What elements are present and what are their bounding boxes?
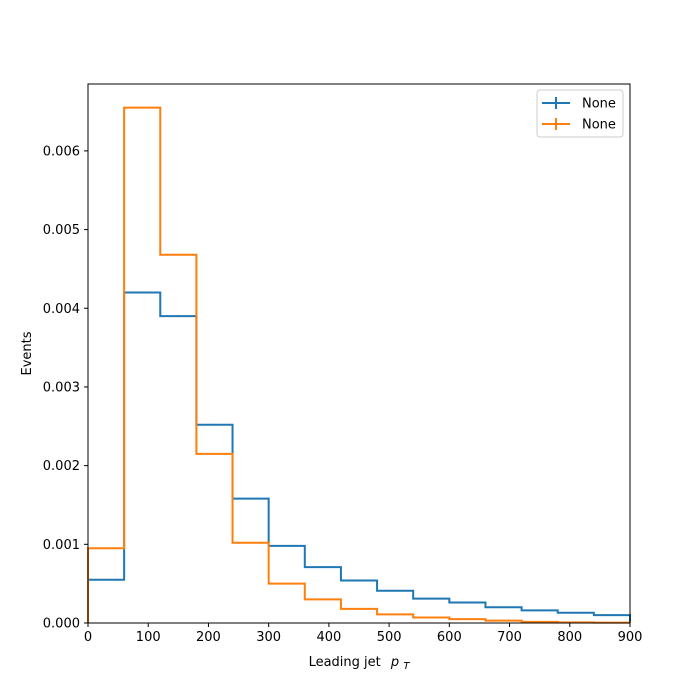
- x-axis-label-symbol: p: [390, 655, 399, 670]
- y-axis-label: Events: [20, 331, 35, 375]
- plot-frame: [87, 83, 631, 624]
- y-tick-label: 0.000: [43, 617, 80, 632]
- x-tick-label: 600: [437, 630, 462, 645]
- x-tick-label: 800: [557, 630, 582, 645]
- legend-box: [536, 89, 624, 138]
- x-tick-label: 200: [196, 630, 221, 645]
- x-tick-label: 700: [497, 630, 522, 645]
- x-tick-label: 500: [377, 630, 402, 645]
- x-tick-label: 400: [316, 630, 341, 645]
- legend-label: None: [582, 97, 616, 112]
- series-layer: [87, 106, 631, 624]
- legend-item-0: None: [542, 97, 616, 112]
- x-axis-label-subscript: T: [403, 661, 410, 672]
- series-0-step-line: [87, 291, 631, 623]
- legend: None None: [536, 89, 624, 138]
- series-0: [87, 291, 631, 623]
- series-1: [87, 106, 631, 624]
- x-axis-label-text: Leading jet: [309, 655, 381, 670]
- x-axis-label: Leading jet p T: [309, 655, 411, 672]
- x-tick-label: 900: [618, 630, 643, 645]
- legend-label: None: [582, 118, 616, 133]
- x-tick-label: 300: [256, 630, 281, 645]
- y-tick-label: 0.005: [43, 223, 80, 238]
- x-tick-label: 0: [84, 630, 92, 645]
- x-axis-ticks: 0 100 200 300 400 500 600 700 800 900: [84, 623, 643, 645]
- y-axis-ticks: 0.000 0.001 0.002 0.003 0.004 0.005 0.006: [43, 144, 88, 632]
- y-tick-label: 0.002: [43, 459, 80, 474]
- series-1-step-line: [87, 106, 631, 624]
- legend-item-1: None: [542, 118, 616, 133]
- x-tick-label: 100: [136, 630, 161, 645]
- y-tick-label: 0.004: [43, 302, 80, 317]
- y-tick-label: 0.003: [43, 380, 80, 395]
- y-tick-label: 0.006: [43, 144, 80, 159]
- y-tick-label: 0.001: [43, 538, 80, 553]
